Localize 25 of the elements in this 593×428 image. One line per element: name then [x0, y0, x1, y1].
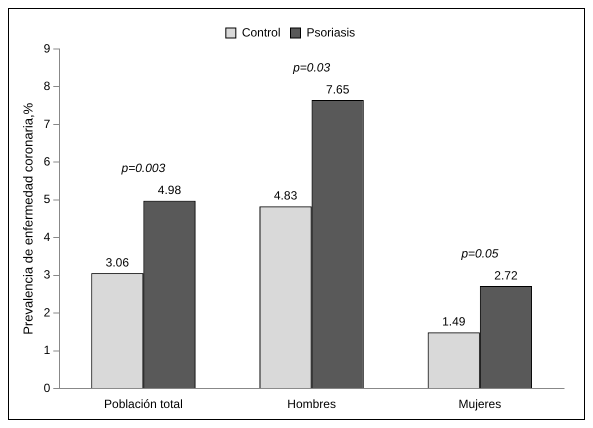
y-axis-title: Prevalencia de enfermedad coronaria,%	[20, 102, 36, 335]
x-tick-label: Mujeres	[458, 397, 502, 412]
data-label: 1.49	[442, 314, 466, 329]
x-tick-label: Población total	[104, 397, 183, 412]
y-tick-label: 8	[44, 79, 51, 94]
x-tick-label: Hombres	[287, 397, 336, 412]
y-tick-label: 0	[44, 380, 51, 395]
y-tick-label: 6	[44, 154, 51, 169]
data-label: 4.83	[274, 188, 298, 203]
annotation: p=0.003	[120, 161, 166, 176]
legend-label: Psoriasis	[306, 25, 356, 40]
y-tick-label: 9	[44, 41, 51, 56]
data-label: 2.72	[494, 268, 518, 282]
y-tick-label: 7	[44, 116, 51, 131]
y-tick-label: 3	[44, 268, 51, 282]
data-label: 4.98	[158, 183, 182, 197]
y-tick-label: 1	[44, 343, 51, 358]
y-tick-label: 4	[44, 230, 51, 244]
data-label: 7.65	[326, 82, 350, 96]
legend-label: Control	[242, 25, 281, 40]
data-label: 3.06	[106, 255, 130, 270]
annotation: p=0.03	[292, 60, 330, 74]
y-tick-label: 5	[44, 192, 51, 206]
y-tick-label: 2	[44, 305, 51, 320]
annotation: p=0.05	[460, 246, 499, 260]
